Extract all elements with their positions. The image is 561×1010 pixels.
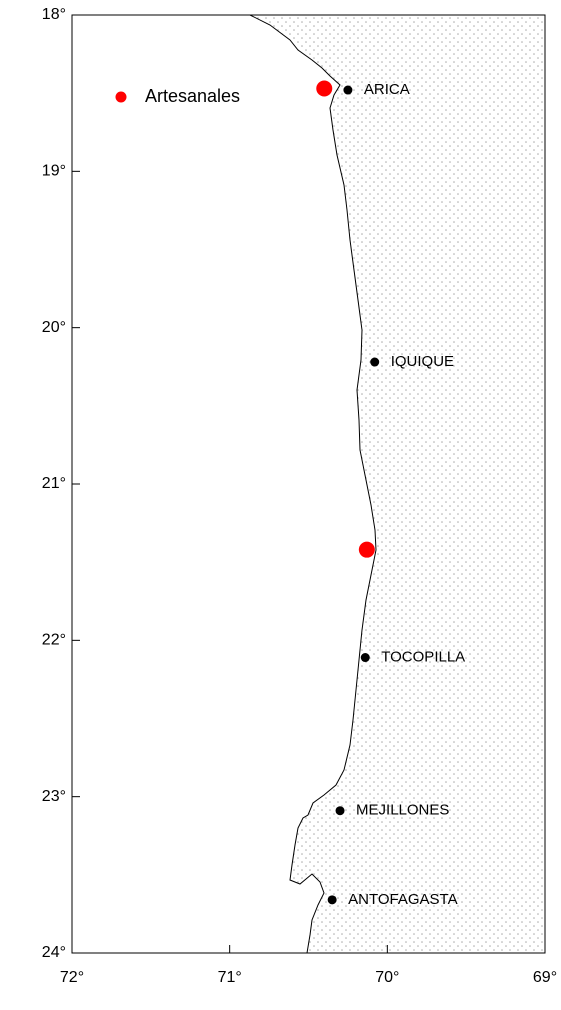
y-tick-label: 23°: [42, 788, 66, 805]
land: [249, 15, 545, 953]
place-label: ARICA: [364, 81, 410, 98]
x-tick-label: 69°: [533, 969, 557, 986]
artisanal-point: [316, 80, 333, 97]
place-label: IQUIQUE: [391, 353, 454, 370]
y-tick-label: 22°: [42, 632, 66, 649]
y-tick-label: 20°: [42, 319, 66, 336]
place-label: TOCOPILLA: [381, 648, 465, 665]
y-tick-label: 24°: [42, 944, 66, 961]
x-tick-label: 70°: [375, 969, 399, 986]
place-dot: [335, 806, 345, 816]
place-dot: [327, 895, 337, 905]
place-label: ANTOFAGASTA: [348, 891, 457, 908]
x-tick-label: 71°: [218, 969, 242, 986]
y-tick-label: 19°: [42, 163, 66, 180]
place-dot: [360, 653, 370, 663]
place-dot: [343, 85, 353, 95]
x-tick-label: 72°: [60, 969, 84, 986]
y-tick-label: 18°: [42, 6, 66, 23]
place-label: MEJILLONES: [356, 802, 449, 819]
artisanal-point: [358, 541, 375, 558]
legend-marker: [115, 91, 127, 103]
y-tick-label: 21°: [42, 475, 66, 492]
place-dot: [370, 357, 380, 367]
land-area: [249, 15, 545, 953]
legend-label: Artesanales: [145, 86, 240, 106]
